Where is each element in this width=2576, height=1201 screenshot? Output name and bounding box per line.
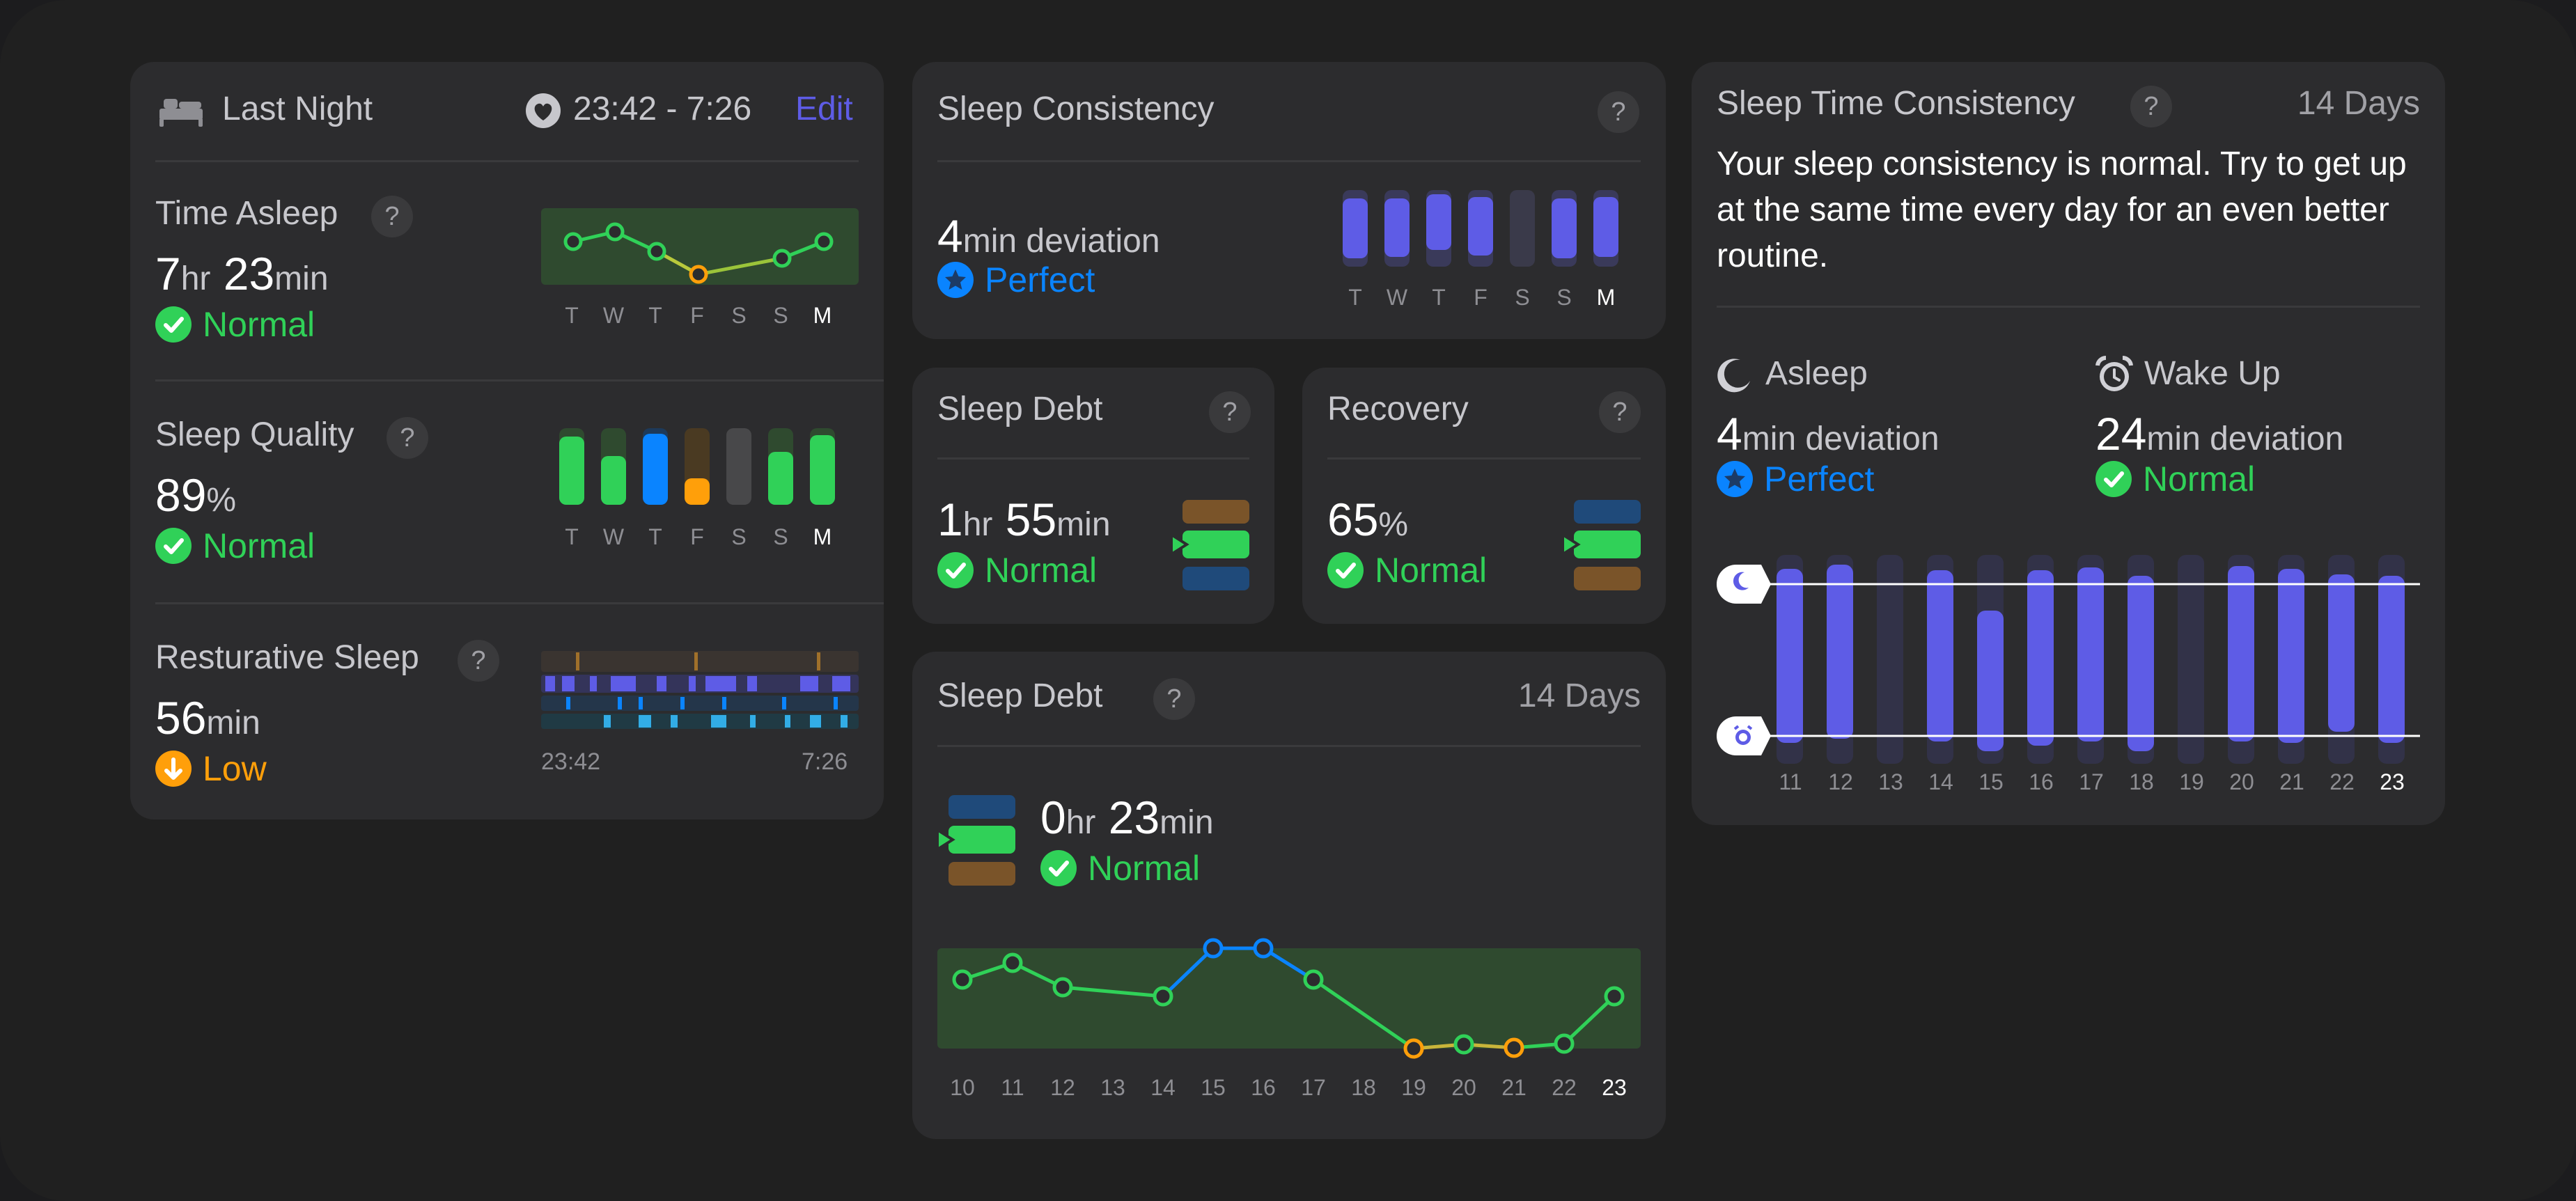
sleep-debt-14-days-card: Sleep Debt ? 14 Days 0hr 23min Normal (912, 652, 1666, 1139)
sleep-debt-trend-chart (937, 938, 1641, 1059)
sleep-time-consistency-description: Your sleep consistency is normal. Try to… (1717, 146, 2407, 274)
restorative-sleep-status: Low (155, 748, 267, 789)
last-night-title: Last Night (222, 91, 373, 127)
recovery-level-gauge (1561, 500, 1641, 590)
sleep-quality-day-labels: T W T F S S M (565, 524, 832, 549)
sleep-debt-14-title: Sleep Debt (937, 677, 1103, 714)
sleep-debt-14-value: 0hr 23min (1040, 792, 1214, 843)
description-separator (1717, 306, 2420, 308)
time-asleep-trend-chart (541, 208, 859, 285)
recovery-title: Recovery (1327, 391, 1469, 427)
consistency-day-labels: T W T F S S M (1348, 285, 1616, 310)
sleep-time-consistency-title: Sleep Time Consistency (1717, 85, 2075, 122)
recovery-value: 65% (1327, 494, 1409, 545)
moon-icon (1717, 359, 1750, 393)
wake-up-deviation-value: 24min deviation (2095, 408, 2344, 460)
sleep-debt-title: Sleep Debt (937, 391, 1103, 427)
sleep-window-day-labels: 11 12 13 14 15 16 17 18 19 20 21 22 23 (1779, 769, 2405, 794)
debt-14-level-gauge (936, 795, 1015, 886)
sleep-debt-value: 1hr 55min (937, 494, 1111, 545)
alarm-clock-icon (2095, 355, 2133, 391)
section-separator (155, 379, 884, 382)
edit-button[interactable]: Edit (795, 91, 853, 127)
last-night-time-range: 23:42 - 7:26 (573, 91, 752, 127)
recovery-card: Recovery ? 65% Normal (1302, 368, 1666, 624)
sleep-quality-value: 89% (155, 469, 237, 521)
time-asleep-value: 7hr 23min (155, 248, 329, 299)
sleep-quality-bar-chart (559, 428, 835, 505)
asleep-status: Perfect (1717, 459, 1874, 499)
consistency-bar-chart (1343, 190, 1618, 267)
arrow-down-circle-icon (155, 751, 192, 787)
sleep-consistency-card: Sleep Consistency ? 4min deviation Perfe… (912, 62, 1666, 339)
sleep-debt-card: Sleep Debt ? 1hr 55min Normal (912, 368, 1274, 624)
checkmark-circle-icon (937, 552, 974, 588)
restorative-sleep-value: 56min (155, 692, 260, 744)
checkmark-circle-icon (155, 306, 192, 343)
heart-shield-icon (526, 93, 561, 128)
restorative-sleep-label: Resturative Sleep (155, 639, 419, 676)
sleep-consistency-status: Perfect (937, 260, 1095, 300)
sleep-debt-14-period: 14 Days (1517, 677, 1641, 714)
sleep-consistency-title: Sleep Consistency (937, 91, 1215, 127)
wake-up-status: Normal (2095, 459, 2255, 499)
sleep-quality-label: Sleep Quality (155, 416, 354, 453)
recovery-status: Normal (1327, 550, 1487, 590)
bed-icon (159, 99, 203, 127)
checkmark-circle-icon (1040, 850, 1077, 886)
sleep-stages-chart (541, 651, 859, 729)
sleep-time-consistency-period: 14 Days (2297, 85, 2420, 122)
header-separator (1327, 457, 1641, 460)
header-separator (937, 160, 1641, 162)
time-asleep-status: Normal (155, 304, 315, 345)
star-circle-icon (1717, 461, 1753, 497)
sleep-time-consistency-help-button[interactable]: ? (2130, 86, 2172, 127)
wake-up-label: Wake Up (2144, 355, 2281, 392)
sleep-debt-status: Normal (937, 550, 1097, 590)
asleep-deviation-value: 4min deviation (1717, 408, 1939, 460)
sleep-debt-14-day-labels: 10 11 12 13 14 15 16 17 18 19 20 21 22 2… (950, 1075, 1627, 1100)
sleep-debt-14-status: Normal (1040, 848, 1200, 888)
header-separator (937, 457, 1249, 460)
stages-start-time: 23:42 (541, 748, 601, 775)
checkmark-circle-icon (155, 528, 192, 564)
sleep-quality-status: Normal (155, 526, 315, 566)
sleep-consistency-help-button[interactable]: ? (1598, 91, 1639, 133)
checkmark-circle-icon (1327, 552, 1364, 588)
star-circle-icon (937, 262, 974, 298)
sleep-consistency-value: 4min deviation (937, 210, 1160, 262)
debt-level-gauge (1170, 500, 1249, 590)
last-night-card: Last Night 23:42 - 7:26 Edit Time Asleep… (130, 62, 884, 819)
sleep-debt-14-help-button[interactable]: ? (1153, 678, 1195, 720)
time-asleep-help-button[interactable]: ? (371, 196, 413, 237)
header-separator (937, 745, 1641, 747)
stages-end-time: 7:26 (802, 748, 848, 775)
sleep-debt-help-button[interactable]: ? (1209, 391, 1251, 433)
asleep-label: Asleep (1765, 355, 1868, 392)
time-asleep-day-labels: T W T F S S M (565, 303, 832, 328)
section-separator (155, 602, 884, 604)
sleep-time-consistency-card: Sleep Time Consistency ? 14 Days Your sl… (1692, 62, 2445, 825)
header-separator (155, 160, 859, 162)
restorative-sleep-help-button[interactable]: ? (458, 640, 499, 682)
time-asleep-label: Time Asleep (155, 195, 338, 232)
recovery-help-button[interactable]: ? (1599, 391, 1641, 433)
sleep-window-chart (1717, 555, 2420, 764)
sleep-quality-help-button[interactable]: ? (387, 417, 428, 459)
checkmark-circle-icon (2095, 461, 2132, 497)
